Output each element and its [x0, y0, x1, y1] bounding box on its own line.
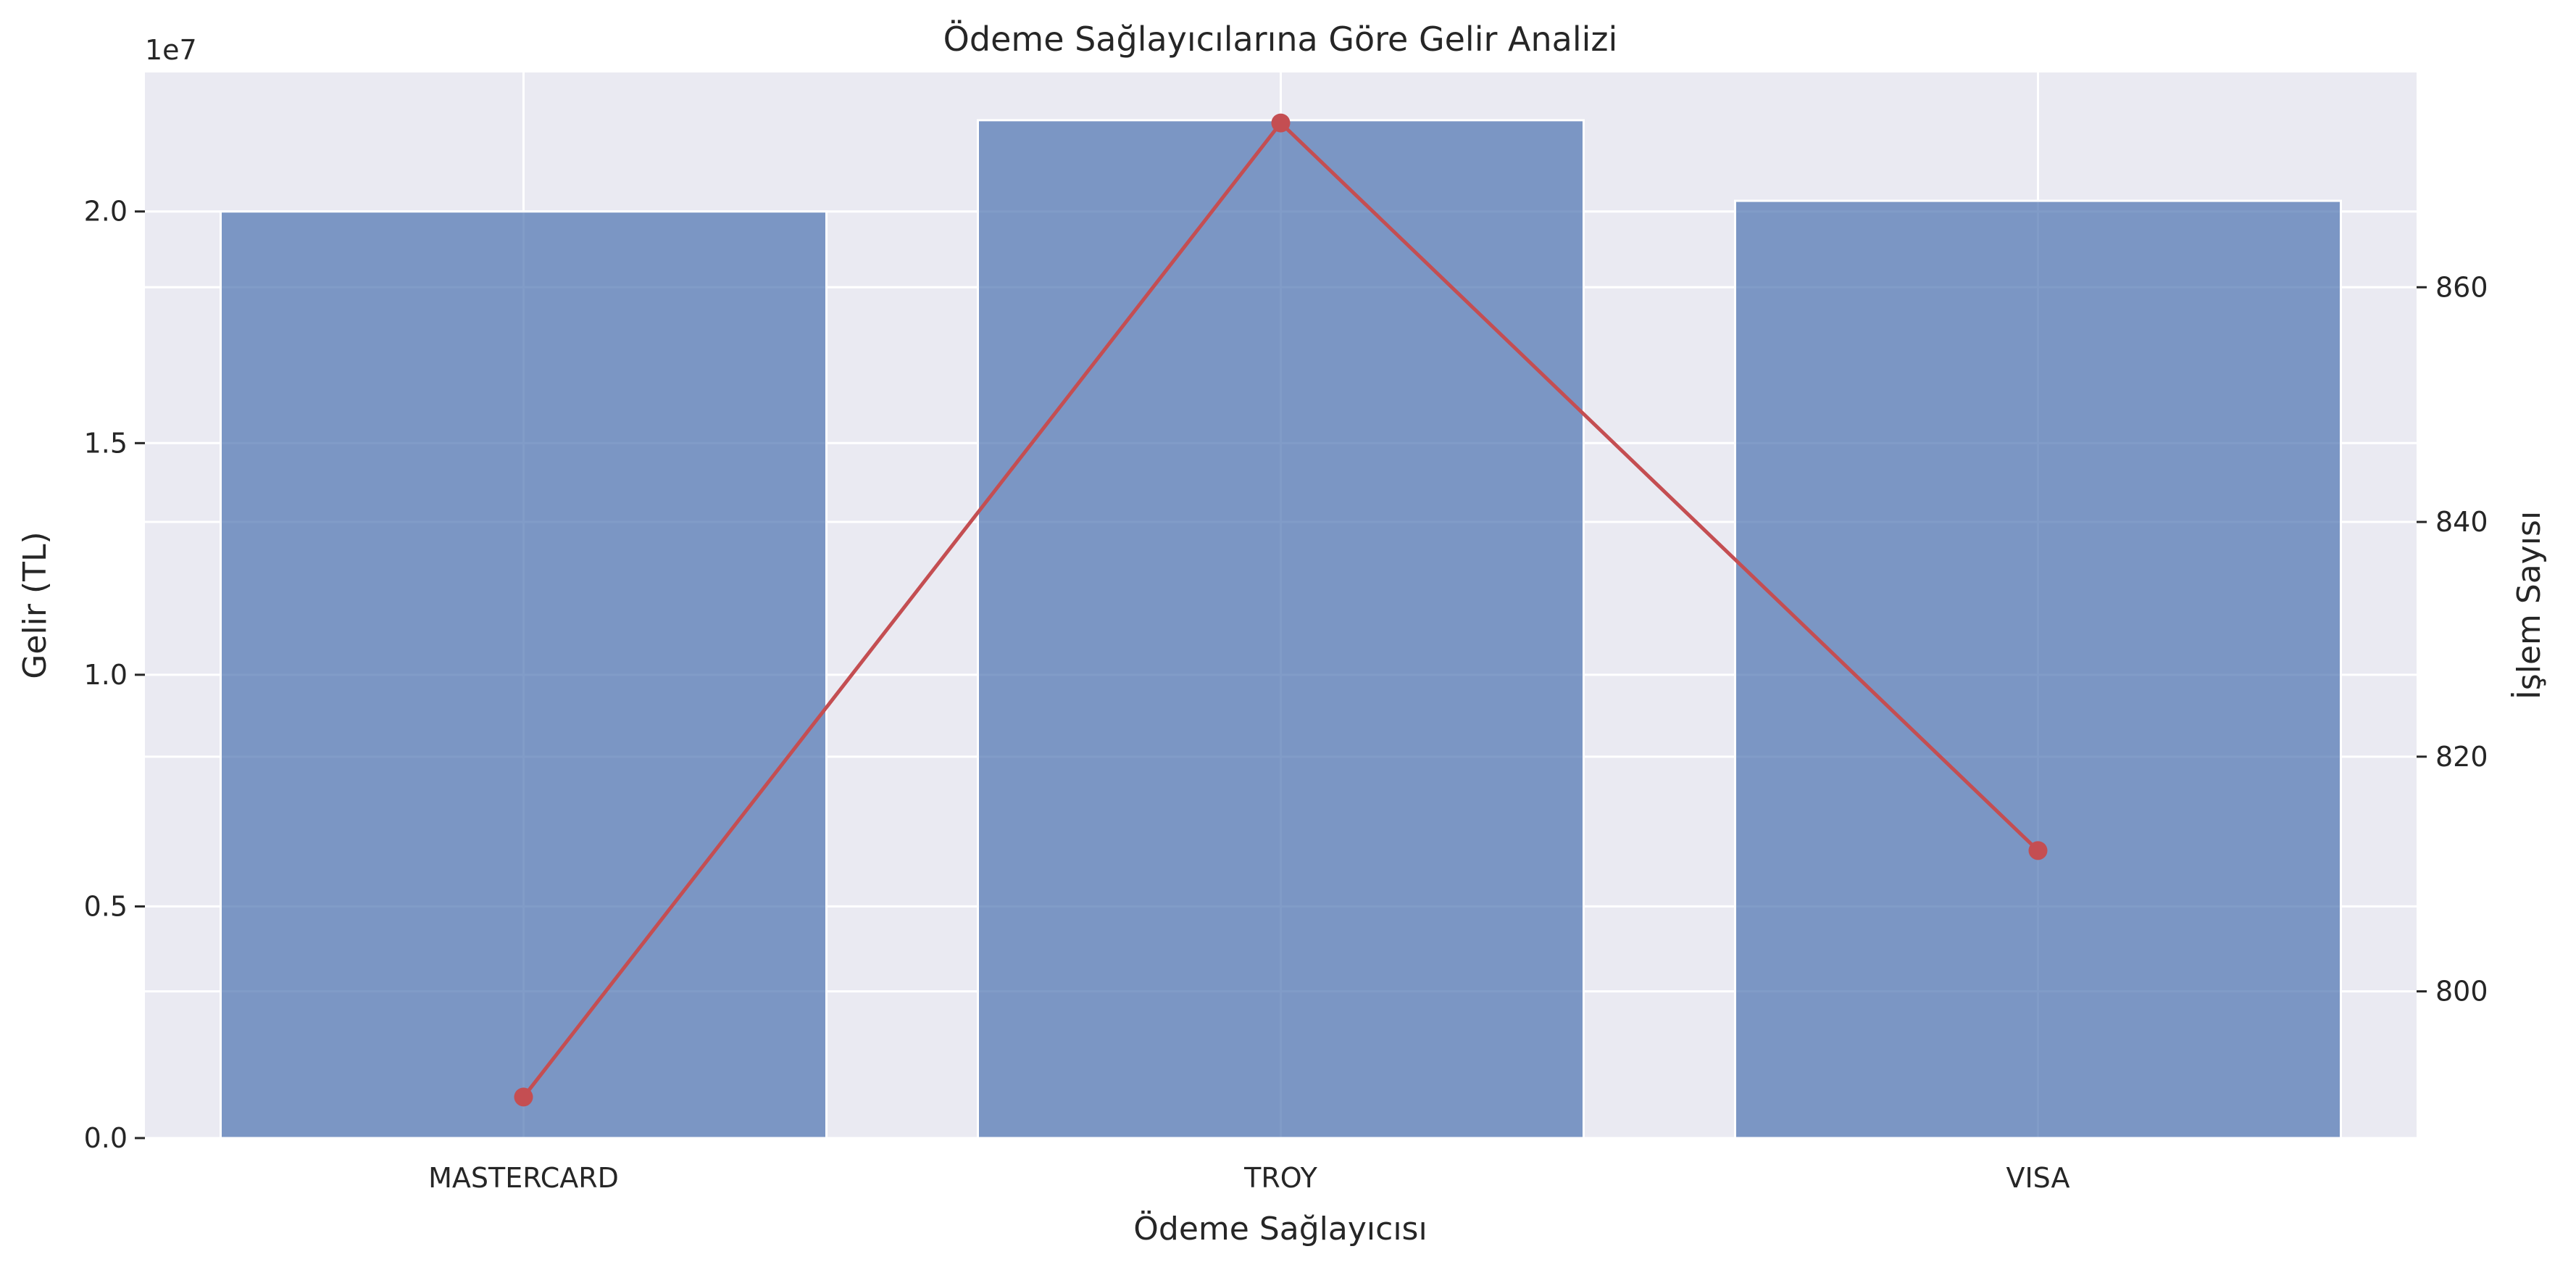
tick-label-left: 0.5 — [84, 890, 128, 922]
tick-label-right: 840 — [2435, 506, 2488, 538]
tick-label-right: 860 — [2435, 271, 2488, 303]
left-axis-offset-text: 1e7 — [145, 34, 197, 66]
line-point — [514, 1087, 533, 1107]
bar — [220, 210, 828, 1140]
bar-layer — [220, 119, 2342, 1140]
tick-label-x: VISA — [2006, 1162, 2069, 1194]
bar — [1734, 199, 2342, 1140]
line-point — [2028, 841, 2048, 860]
x-axis-ticks: MASTERCARD TROY VISA — [428, 1162, 2069, 1194]
tick-label-left: 1.5 — [84, 427, 128, 459]
y-axis-label-right: İşlem Sayısı — [2510, 511, 2548, 700]
line-point — [1271, 113, 1291, 133]
chart-title: Ödeme Sağlayıcılarına Göre Gelir Analizi — [943, 20, 1618, 59]
left-axis-ticks: 0.0 0.5 1.0 1.5 2.0 — [84, 196, 145, 1154]
tick-label-left: 2.0 — [84, 196, 128, 228]
tick-label-x: TROY — [1243, 1162, 1317, 1194]
line-layer — [514, 113, 2048, 1107]
right-axis-ticks: 800 820 840 860 — [2417, 271, 2488, 1008]
tick-label-left: 0.0 — [84, 1122, 128, 1154]
x-axis-label: Ödeme Sağlayıcısı — [1133, 1210, 1427, 1248]
bar — [977, 119, 1585, 1140]
tick-label-right: 820 — [2435, 741, 2488, 773]
tick-label-right: 800 — [2435, 976, 2488, 1008]
y-axis-label-left: Gelir (TL) — [17, 531, 54, 678]
tick-label-x: MASTERCARD — [428, 1162, 619, 1194]
tick-label-left: 1.0 — [84, 659, 128, 691]
